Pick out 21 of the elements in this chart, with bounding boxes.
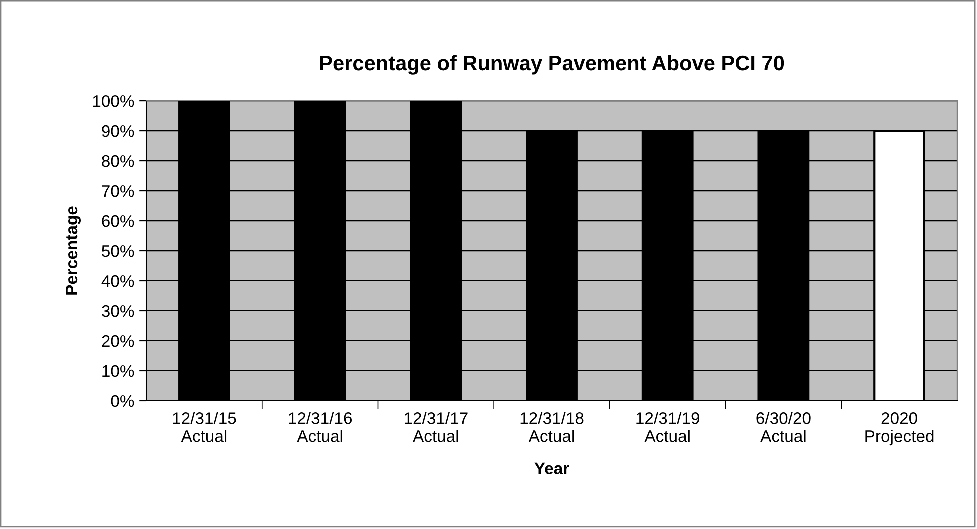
y-tick-label: 40% <box>102 275 134 288</box>
x-tick-label: 12/31/16 Actual <box>289 412 352 442</box>
y-tick-label: 30% <box>102 305 134 318</box>
x-tick-label: 12/31/18 Actual <box>520 412 584 442</box>
y-tick-label: 10% <box>102 365 134 378</box>
y-tick-label: 50% <box>102 245 134 258</box>
y-tick-label: 0% <box>111 395 134 408</box>
y-tick-label: 60% <box>102 215 134 228</box>
x-axis-title: Year <box>534 462 570 474</box>
y-axis-title: Percentage <box>66 206 82 295</box>
y-tick-label: 90% <box>102 125 134 138</box>
x-tick-label: 6/30/20 Actual <box>756 412 811 442</box>
y-tick-label: 80% <box>102 155 134 168</box>
x-tick-label: 12/31/17 Actual <box>404 412 468 442</box>
y-tick-label: 100% <box>93 95 134 108</box>
chart-title: Percentage of Runway Pavement Above PCI 70 <box>320 55 784 75</box>
y-tick-label: 20% <box>102 335 134 348</box>
x-tick-label: 12/31/15 Actual <box>173 412 236 442</box>
x-tick-label: 12/31/19 Actual <box>636 412 700 442</box>
x-tick-label: 2020 Projected <box>866 412 934 446</box>
y-tick-label: 70% <box>102 185 134 198</box>
